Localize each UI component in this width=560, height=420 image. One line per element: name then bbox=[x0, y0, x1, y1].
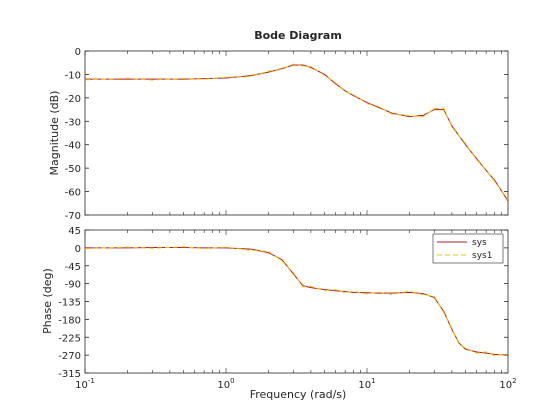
magnitude-series-sys bbox=[85, 64, 509, 202]
xtick-label: 100 bbox=[217, 377, 234, 391]
xtick-label: 102 bbox=[499, 377, 516, 391]
chart-title: Bode Diagram bbox=[254, 29, 342, 42]
phase-ytick-label: -45 bbox=[65, 262, 81, 273]
magnitude-panel: 0 -10 -20 -30 -40 -50 -60 -70 Magnitude (dB) bbox=[48, 47, 509, 222]
phase-ytick-label: -180 bbox=[58, 315, 81, 326]
magnitude-ytick-label: -10 bbox=[65, 70, 81, 81]
phase-ytick-label: -135 bbox=[58, 298, 81, 309]
magnitude-ytick-label: -60 bbox=[65, 188, 81, 199]
xtick-label: 10-1 bbox=[75, 377, 95, 391]
phase-ytick-label: -270 bbox=[58, 351, 81, 362]
x-axis-label: Frequency (rad/s) bbox=[250, 388, 347, 401]
phase-ytick-label: -90 bbox=[65, 280, 81, 291]
phase-ticks: 45 0 -45 -90 -135 -180 -225 -270 -315 bbox=[58, 226, 508, 380]
xtick-label: 101 bbox=[358, 377, 375, 391]
magnitude-ticks: 0 -10 -20 -30 -40 -50 -60 -70 bbox=[65, 47, 508, 222]
magnitude-ytick-label: -20 bbox=[65, 94, 81, 105]
magnitude-ylabel: Magnitude (dB) bbox=[48, 91, 61, 176]
phase-series-sys1 bbox=[84, 246, 509, 357]
magnitude-ytick-label: -70 bbox=[65, 211, 81, 222]
phase-ytick-label: 0 bbox=[75, 244, 81, 255]
magnitude-ytick-label: 0 bbox=[75, 47, 81, 58]
phase-lines bbox=[84, 246, 509, 357]
legend-label-sys1: sys1 bbox=[472, 251, 492, 261]
legend-box bbox=[432, 233, 504, 264]
legend: sys sys1 bbox=[432, 233, 504, 264]
legend-label-sys: sys bbox=[472, 238, 487, 248]
x-tick-labels: 10-1 100 101 102 bbox=[75, 377, 516, 391]
magnitude-ytick-label: -50 bbox=[65, 164, 81, 175]
phase-ylabel: Phase (deg) bbox=[41, 268, 54, 334]
phase-ytick-label: -315 bbox=[58, 369, 81, 380]
magnitude-lines bbox=[84, 63, 509, 202]
magnitude-ytick-label: -30 bbox=[65, 117, 81, 128]
magnitude-axes-box bbox=[84, 50, 509, 216]
magnitude-ytick-label: -40 bbox=[65, 141, 81, 152]
phase-ytick-label: -225 bbox=[58, 333, 81, 344]
phase-ytick-label: 45 bbox=[68, 226, 81, 237]
